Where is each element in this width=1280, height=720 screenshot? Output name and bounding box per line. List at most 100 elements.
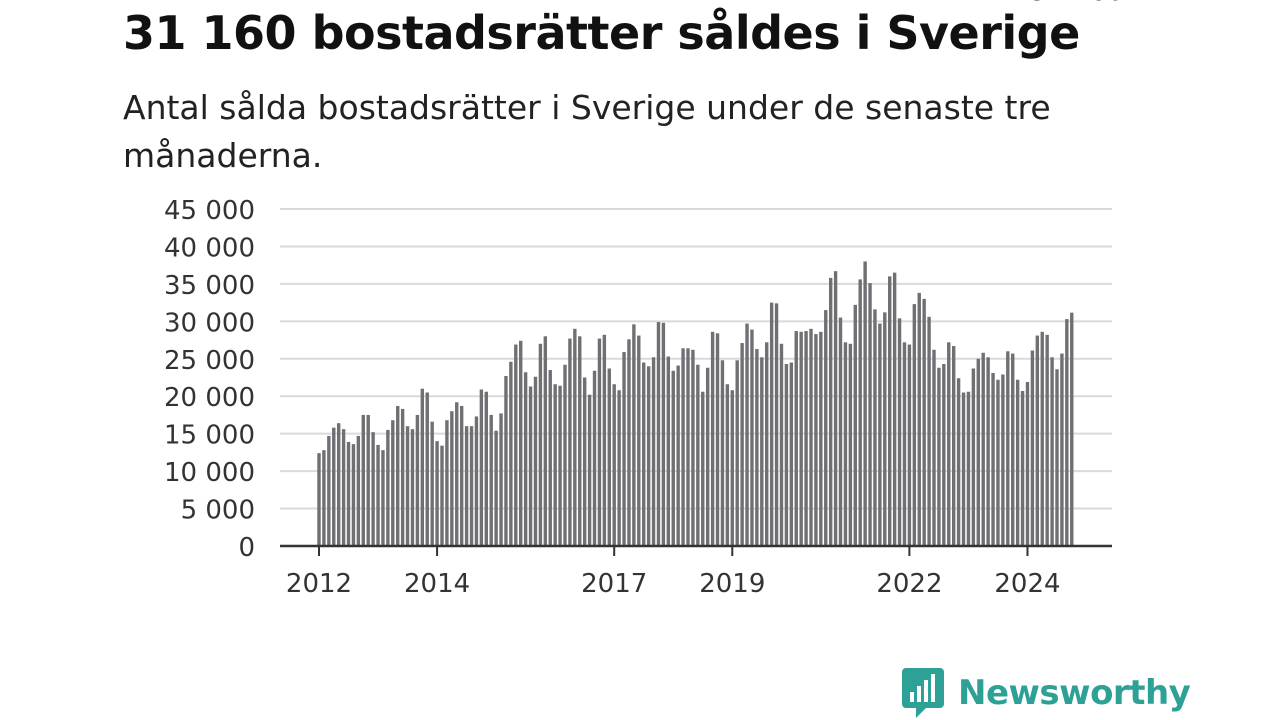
- bar: [814, 334, 818, 546]
- bar: [730, 390, 734, 546]
- highlight-value-label: 31 160: [1029, 0, 1123, 7]
- bar: [720, 360, 725, 546]
- bar: [902, 342, 907, 546]
- bar: [863, 261, 867, 546]
- bar: [976, 358, 980, 546]
- bar: [464, 426, 469, 546]
- x-axis-labels: 2012 2014 2017 2019 2022 2024: [286, 569, 1061, 599]
- bar: [592, 370, 597, 546]
- bar: [523, 372, 528, 546]
- bar: [656, 322, 661, 546]
- bar: [784, 364, 789, 546]
- bar: [568, 338, 572, 546]
- bar: [961, 392, 966, 546]
- bar: [637, 335, 641, 546]
- bar: [676, 365, 680, 546]
- bar: [789, 362, 794, 546]
- bar: [578, 336, 582, 546]
- bar: [327, 435, 331, 546]
- bar: [981, 352, 985, 546]
- bar: [794, 331, 798, 546]
- bar: [927, 316, 931, 546]
- bar: [597, 338, 602, 546]
- chart-title: 31 160 bostadsrätter såldes i Sverige: [123, 6, 1080, 60]
- bar: [828, 277, 833, 546]
- bar: [317, 453, 321, 546]
- bar: [883, 312, 887, 546]
- bar: [622, 352, 626, 546]
- bar: [986, 357, 990, 546]
- bar: [666, 356, 671, 546]
- bar: [617, 390, 621, 546]
- brand-name: Newsworthy: [958, 673, 1191, 713]
- bar: [705, 367, 710, 546]
- bar: [956, 378, 961, 546]
- bar: [627, 339, 631, 546]
- bar: [725, 384, 730, 546]
- bar: [892, 272, 897, 546]
- bar: [691, 349, 695, 546]
- bar: [322, 450, 326, 546]
- bar: [922, 298, 926, 546]
- bar: [878, 323, 882, 546]
- bar: [907, 344, 912, 546]
- bar: [740, 343, 744, 546]
- bar: [858, 279, 862, 546]
- bar: [563, 364, 567, 546]
- bar: [499, 413, 503, 546]
- bar: [514, 344, 518, 546]
- bar: [897, 318, 902, 546]
- bar: [528, 386, 533, 546]
- bar: [474, 416, 479, 546]
- bar: [405, 426, 410, 546]
- bar: [420, 388, 425, 546]
- bar: [376, 444, 380, 546]
- bar: [361, 414, 365, 546]
- bar: [612, 384, 616, 546]
- bar: [819, 331, 823, 546]
- bar: [1006, 351, 1010, 546]
- x-tick-label: 2019: [699, 569, 765, 599]
- bar: [843, 342, 848, 546]
- bar: [642, 362, 646, 546]
- x-axis: [280, 544, 1112, 556]
- x-tick-label: 2022: [876, 569, 942, 599]
- bar: [391, 420, 395, 546]
- bar: [838, 317, 843, 546]
- bar: [937, 367, 941, 546]
- y-tick-label: 20 000: [164, 383, 255, 413]
- bar: [1060, 353, 1064, 546]
- bar: [381, 450, 385, 546]
- bar: [366, 414, 370, 546]
- bar: [519, 340, 523, 546]
- bar: [932, 349, 936, 546]
- bar: [1015, 379, 1020, 546]
- bar: [804, 331, 808, 546]
- bar: [356, 435, 361, 546]
- bar: [848, 343, 853, 546]
- bar: [351, 444, 356, 546]
- chart-subtitle: Antal sålda bostadsrätter i Sverige unde…: [123, 88, 1051, 175]
- bar: [435, 441, 439, 546]
- bar: [371, 432, 375, 546]
- bar: [1001, 374, 1005, 546]
- bar: [632, 324, 636, 546]
- y-tick-label: 0: [238, 533, 255, 563]
- bar: [410, 429, 415, 546]
- bar: [459, 405, 464, 546]
- y-tick-label: 25 000: [164, 346, 255, 376]
- bar: [573, 328, 577, 546]
- bar: [799, 331, 803, 546]
- bar: [710, 331, 715, 546]
- newsworthy-logo-icon: [902, 668, 944, 718]
- annotations: 31 160: [1029, 0, 1123, 7]
- bar: [696, 364, 700, 546]
- bar: [917, 292, 921, 546]
- bar: [1020, 390, 1025, 546]
- bar: [996, 379, 1000, 546]
- bar: [942, 364, 946, 546]
- bar: [504, 376, 508, 546]
- bar: [681, 348, 685, 546]
- bar: [1035, 335, 1040, 546]
